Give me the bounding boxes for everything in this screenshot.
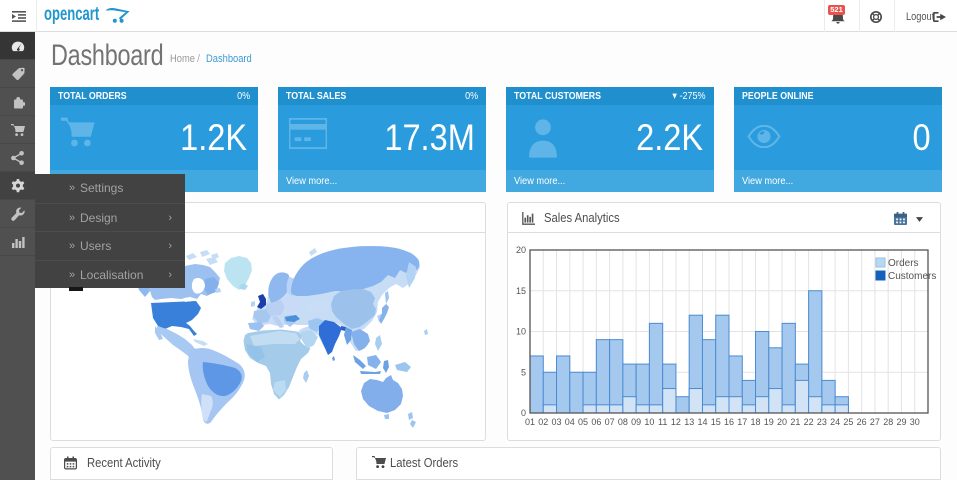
svg-text:17: 17: [737, 417, 747, 427]
svg-text:20: 20: [777, 417, 787, 427]
svg-text:27: 27: [870, 417, 880, 427]
svg-text:14: 14: [697, 417, 707, 427]
svg-text:26: 26: [857, 417, 867, 427]
svg-text:23: 23: [817, 417, 827, 427]
svg-text:10: 10: [644, 417, 654, 427]
svg-text:22: 22: [804, 417, 814, 427]
svg-text:07: 07: [605, 417, 615, 427]
svg-text:01: 01: [525, 417, 535, 427]
svg-text:10: 10: [516, 327, 526, 337]
svg-text:09: 09: [631, 417, 641, 427]
svg-text:5: 5: [521, 367, 526, 377]
svg-text:16: 16: [724, 417, 734, 427]
svg-text:15: 15: [516, 286, 526, 296]
svg-text:19: 19: [764, 417, 774, 427]
svg-text:Customers: Customers: [888, 271, 936, 282]
svg-text:20: 20: [516, 245, 526, 255]
svg-text:18: 18: [751, 417, 761, 427]
svg-text:15: 15: [711, 417, 721, 427]
svg-text:08: 08: [618, 417, 628, 427]
svg-text:03: 03: [552, 417, 562, 427]
svg-text:30: 30: [910, 417, 920, 427]
svg-text:29: 29: [896, 417, 906, 427]
svg-text:12: 12: [671, 417, 681, 427]
svg-text:13: 13: [684, 417, 694, 427]
svg-text:21: 21: [790, 417, 800, 427]
svg-text:11: 11: [658, 417, 667, 427]
svg-text:02: 02: [538, 417, 548, 427]
svg-text:05: 05: [578, 417, 588, 427]
svg-text:28: 28: [883, 417, 893, 427]
svg-text:0: 0: [521, 408, 526, 418]
svg-text:Orders: Orders: [888, 258, 919, 269]
svg-text:04: 04: [565, 417, 575, 427]
svg-text:25: 25: [843, 417, 853, 427]
svg-text:24: 24: [830, 417, 840, 427]
svg-text:06: 06: [591, 417, 601, 427]
